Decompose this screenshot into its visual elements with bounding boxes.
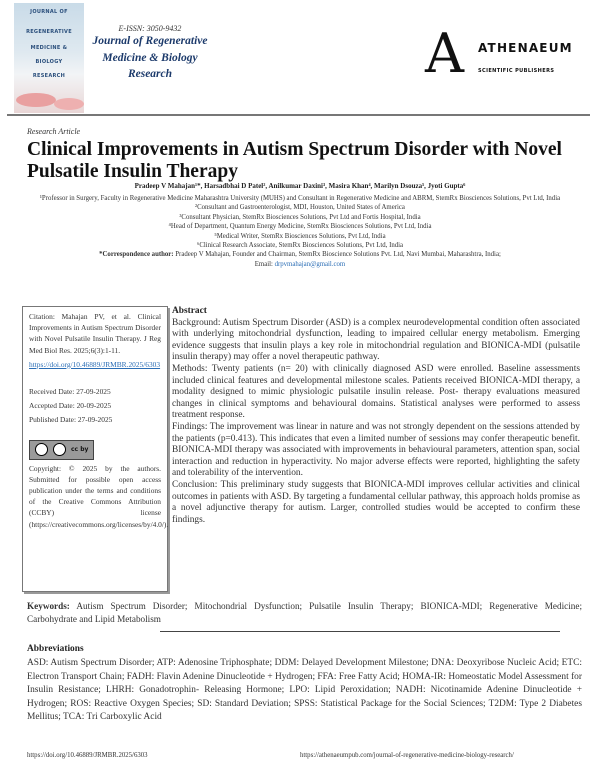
attribution-person-icon bbox=[53, 443, 66, 457]
affiliation: ²Consultant and Gastroenterologist, MDI,… bbox=[195, 204, 405, 212]
affiliation: ⁴Head of Department, Quantum Energy Medi… bbox=[168, 223, 432, 231]
footer-journal-url[interactable]: https://athenaeumpub.com/journal-of-rege… bbox=[300, 752, 514, 759]
email-label: Email: bbox=[254, 260, 273, 268]
journal-masthead: E-ISSN: 3050-9432 Journal of Regenerativ… bbox=[85, 24, 215, 83]
cover-text: JOURNAL OF bbox=[30, 9, 68, 15]
petri-dish-graphic bbox=[16, 93, 56, 107]
abstract-heading: Abstract bbox=[172, 306, 207, 316]
abstract-methods: Methods: Twenty patients (n= 20) with cl… bbox=[172, 363, 580, 421]
issn: E-ISSN: 3050-9432 bbox=[118, 24, 182, 33]
citation: Citation: Mahajan PV, et al. Clinical Im… bbox=[29, 312, 161, 355]
email-line: Email: drpvmahajan@gmail.com bbox=[20, 260, 580, 269]
affiliation: ⁵Medical Writer, StemRx Biosciences Solu… bbox=[214, 232, 386, 240]
header-divider bbox=[7, 114, 590, 116]
journal-title-line: Journal of Regenerative bbox=[92, 35, 208, 47]
copyright-notice: Copyright: © 2025 by the authors. Submit… bbox=[29, 463, 169, 529]
publisher-subtitle: SCIENTIFIC PUBLISHERS bbox=[478, 68, 555, 74]
keywords-text: Autism Spectrum Disorder; Mitochondrial … bbox=[27, 601, 582, 624]
abstract-background: Background: Autism Spectrum Disorder (AS… bbox=[172, 317, 580, 363]
accepted-date: Accepted Date: 20-09-2025 bbox=[29, 401, 112, 411]
keywords-divider bbox=[160, 631, 560, 632]
citation-sidebar: Citation: Mahajan PV, et al. Clinical Im… bbox=[22, 306, 168, 592]
author-list: Pradeep V Mahajan¹*, Harsadbhai D Patel²… bbox=[134, 182, 466, 190]
cover-text: REGENERATIVE bbox=[26, 29, 72, 35]
affiliations: ¹Professor in Surgery, Faculty in Regene… bbox=[20, 194, 580, 269]
journal-title-line: Research bbox=[127, 68, 173, 80]
license-badge-label: cc by bbox=[71, 445, 89, 453]
journal-title-line: Medicine & Biology bbox=[102, 51, 198, 64]
published-date: Published Date: 27-09-2025 bbox=[29, 415, 113, 425]
abbreviations-heading: Abbreviations bbox=[27, 644, 84, 654]
cover-text: BIOLOGY bbox=[35, 59, 63, 65]
article-type: Research Article bbox=[27, 127, 81, 136]
abstract-section: Abstract Background: Autism Spectrum Dis… bbox=[172, 306, 580, 526]
received-date: Received Date: 27-09-2025 bbox=[29, 387, 111, 397]
cc-by-badge[interactable]: cc by bbox=[29, 439, 95, 460]
cover-text: MEDICINE & bbox=[30, 45, 68, 51]
publisher-logo-mark: A bbox=[425, 22, 464, 85]
correspondence-label: *Correspondence author: bbox=[99, 251, 174, 259]
publisher-name: ATHENAEUM bbox=[478, 41, 573, 55]
cover-text: RESEARCH bbox=[32, 73, 66, 79]
abstract-findings: Findings: The improvement was linear in … bbox=[172, 421, 580, 479]
affiliation: ¹Professor in Surgery, Faculty in Regene… bbox=[39, 195, 561, 202]
abstract-conclusion: Conclusion: This preliminary study sugge… bbox=[172, 479, 580, 525]
cc-by-license-badge[interactable]: cc by bbox=[29, 436, 161, 463]
cc-icon bbox=[35, 443, 48, 457]
correspondence: *Correspondence author: Pradeep V Mahaja… bbox=[20, 250, 580, 259]
affiliation: ⁶Clinical Research Associate, StemRx Bio… bbox=[196, 242, 404, 250]
abbreviations-text: ASD: Autism Spectrum Disorder; ATP: Aden… bbox=[27, 658, 582, 723]
article-title: Clinical Improvements in Autism Spectrum… bbox=[27, 139, 562, 182]
petri-dish-graphic bbox=[54, 98, 84, 110]
publisher-logo: A ATHENAEUM SCIENTIFIC PUBLISHERS bbox=[425, 27, 585, 87]
email-link[interactable]: drpvmahajan@gmail.com bbox=[274, 260, 346, 268]
journal-cover-image: JOURNAL OF REGENERATIVE MEDICINE & BIOLO… bbox=[14, 3, 84, 113]
footer-doi-link[interactable]: https://doi.org/10.46889/JRMBR.2025/6303 bbox=[27, 752, 148, 759]
affiliation: ³Consultant Physician, StemRx Bioscience… bbox=[179, 213, 421, 221]
doi-link[interactable]: https://doi.org/10.46889/JRMBR.2025/6303 bbox=[29, 359, 161, 369]
correspondence-text: Pradeep V Mahajan, Founder and Chairman,… bbox=[175, 251, 501, 259]
keywords-label: Keywords: bbox=[27, 601, 70, 611]
keywords: Keywords: Autism Spectrum Disorder; Mito… bbox=[27, 600, 582, 626]
